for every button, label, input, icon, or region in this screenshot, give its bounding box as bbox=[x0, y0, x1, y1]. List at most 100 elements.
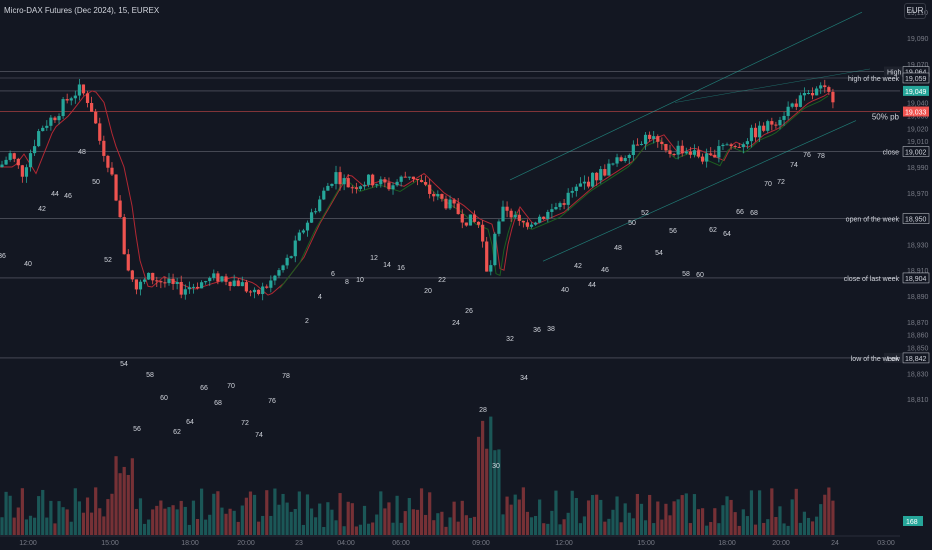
volume-bar bbox=[729, 499, 733, 535]
volume-bar bbox=[318, 503, 322, 535]
volume-bar bbox=[212, 493, 216, 535]
volume-bar bbox=[147, 519, 151, 535]
volume-bar bbox=[204, 519, 208, 535]
candle-body bbox=[424, 182, 428, 185]
volume-bar bbox=[106, 499, 110, 535]
volume-bar bbox=[676, 499, 680, 535]
volume-bar bbox=[623, 503, 627, 535]
volume-bar bbox=[440, 511, 444, 535]
bar-number-label: 70 bbox=[227, 383, 235, 390]
candle-body bbox=[688, 151, 692, 155]
volume-bar bbox=[688, 523, 692, 535]
candle-body bbox=[717, 146, 721, 158]
bar-number-label: 42 bbox=[38, 206, 46, 213]
candle-body bbox=[65, 99, 69, 101]
volume-bar bbox=[16, 507, 20, 535]
volume-bar bbox=[309, 508, 314, 535]
volume-bar bbox=[749, 490, 754, 535]
bar-number-label: 50 bbox=[628, 220, 636, 227]
currency-selector[interactable]: EUR bbox=[904, 3, 926, 19]
candle-body bbox=[61, 99, 65, 117]
candle-body bbox=[358, 186, 363, 189]
volume-bar bbox=[8, 495, 12, 535]
volume-bar bbox=[713, 508, 717, 535]
volume-bar bbox=[65, 509, 69, 535]
volume-bar bbox=[122, 466, 126, 535]
volume-bar bbox=[566, 512, 570, 535]
y-axis-tick-label: 19,010 bbox=[907, 139, 929, 146]
volume-bar bbox=[664, 503, 668, 535]
candle-body bbox=[32, 146, 37, 154]
candle-body bbox=[741, 144, 745, 148]
bar-number-label: 34 bbox=[520, 375, 528, 382]
candle-body bbox=[28, 153, 33, 168]
candle-body bbox=[493, 233, 497, 266]
candle-body bbox=[758, 125, 762, 138]
candle-body bbox=[334, 172, 338, 184]
candle-body bbox=[501, 206, 505, 222]
candle-body bbox=[586, 181, 591, 187]
volume-bar bbox=[350, 503, 354, 535]
candle-body bbox=[578, 183, 582, 187]
volume-bar bbox=[159, 500, 163, 535]
x-axis-tick-label: 24 bbox=[831, 540, 839, 547]
candle-body bbox=[314, 211, 318, 213]
bar-number-label: 72 bbox=[777, 179, 785, 186]
x-axis-tick-label: 03:00 bbox=[877, 540, 895, 547]
candle-body bbox=[497, 221, 501, 234]
volume-bar bbox=[721, 505, 725, 535]
candle-body bbox=[554, 207, 558, 210]
candle-body bbox=[322, 190, 326, 200]
candle-body bbox=[623, 157, 627, 162]
candle-body bbox=[538, 216, 542, 223]
candle-body bbox=[749, 127, 754, 142]
candle-body bbox=[762, 125, 766, 131]
volume-bar bbox=[753, 524, 758, 535]
candle-body bbox=[733, 146, 737, 148]
candle-body bbox=[419, 180, 424, 183]
volume-bar bbox=[607, 518, 611, 535]
bar-number-label: 54 bbox=[120, 361, 128, 368]
candle-body bbox=[827, 87, 831, 92]
candle-body bbox=[652, 136, 656, 139]
candle-body bbox=[179, 282, 183, 295]
candle-body bbox=[529, 224, 534, 227]
candle-body bbox=[619, 157, 623, 162]
volume-bar bbox=[794, 488, 798, 535]
candle-body bbox=[766, 121, 770, 131]
volume-bar bbox=[815, 516, 819, 535]
volume-bar bbox=[591, 495, 595, 535]
x-axis-tick-label: 06:00 bbox=[392, 540, 410, 547]
candle-body bbox=[175, 282, 179, 284]
bar-number-label: 6 bbox=[331, 271, 335, 278]
volume-bar bbox=[232, 510, 236, 535]
level-price-badge-label: 19,059 bbox=[905, 76, 927, 83]
candle-body bbox=[130, 270, 134, 280]
candle-body bbox=[24, 167, 29, 177]
candle-body bbox=[810, 93, 815, 96]
volume-bar bbox=[493, 450, 497, 535]
bar-number-label: 16 bbox=[397, 265, 405, 272]
candle-body bbox=[371, 174, 375, 186]
level-price-badge-label: 19,049 bbox=[905, 89, 927, 96]
volume-bar bbox=[342, 526, 346, 535]
candle-body bbox=[244, 282, 248, 292]
y-axis-tick-label: 18,850 bbox=[907, 346, 929, 353]
volume-bar bbox=[696, 509, 701, 535]
bar-number-label: 52 bbox=[641, 210, 649, 217]
bar-number-label: 56 bbox=[669, 228, 677, 235]
volume-bar bbox=[346, 501, 350, 535]
bar-number-label: 28 bbox=[479, 407, 487, 414]
volume-bar bbox=[603, 521, 607, 535]
candle-body bbox=[476, 221, 481, 225]
bar-number-label: 44 bbox=[588, 282, 596, 289]
bar-number-label: 78 bbox=[282, 373, 290, 380]
candle-body bbox=[118, 200, 122, 218]
candle-body bbox=[782, 115, 786, 120]
candle-body bbox=[236, 280, 240, 287]
candle-body bbox=[261, 286, 265, 295]
volume-bar bbox=[269, 515, 273, 535]
candle-body bbox=[770, 121, 774, 125]
bar-number-label: 46 bbox=[64, 193, 72, 200]
